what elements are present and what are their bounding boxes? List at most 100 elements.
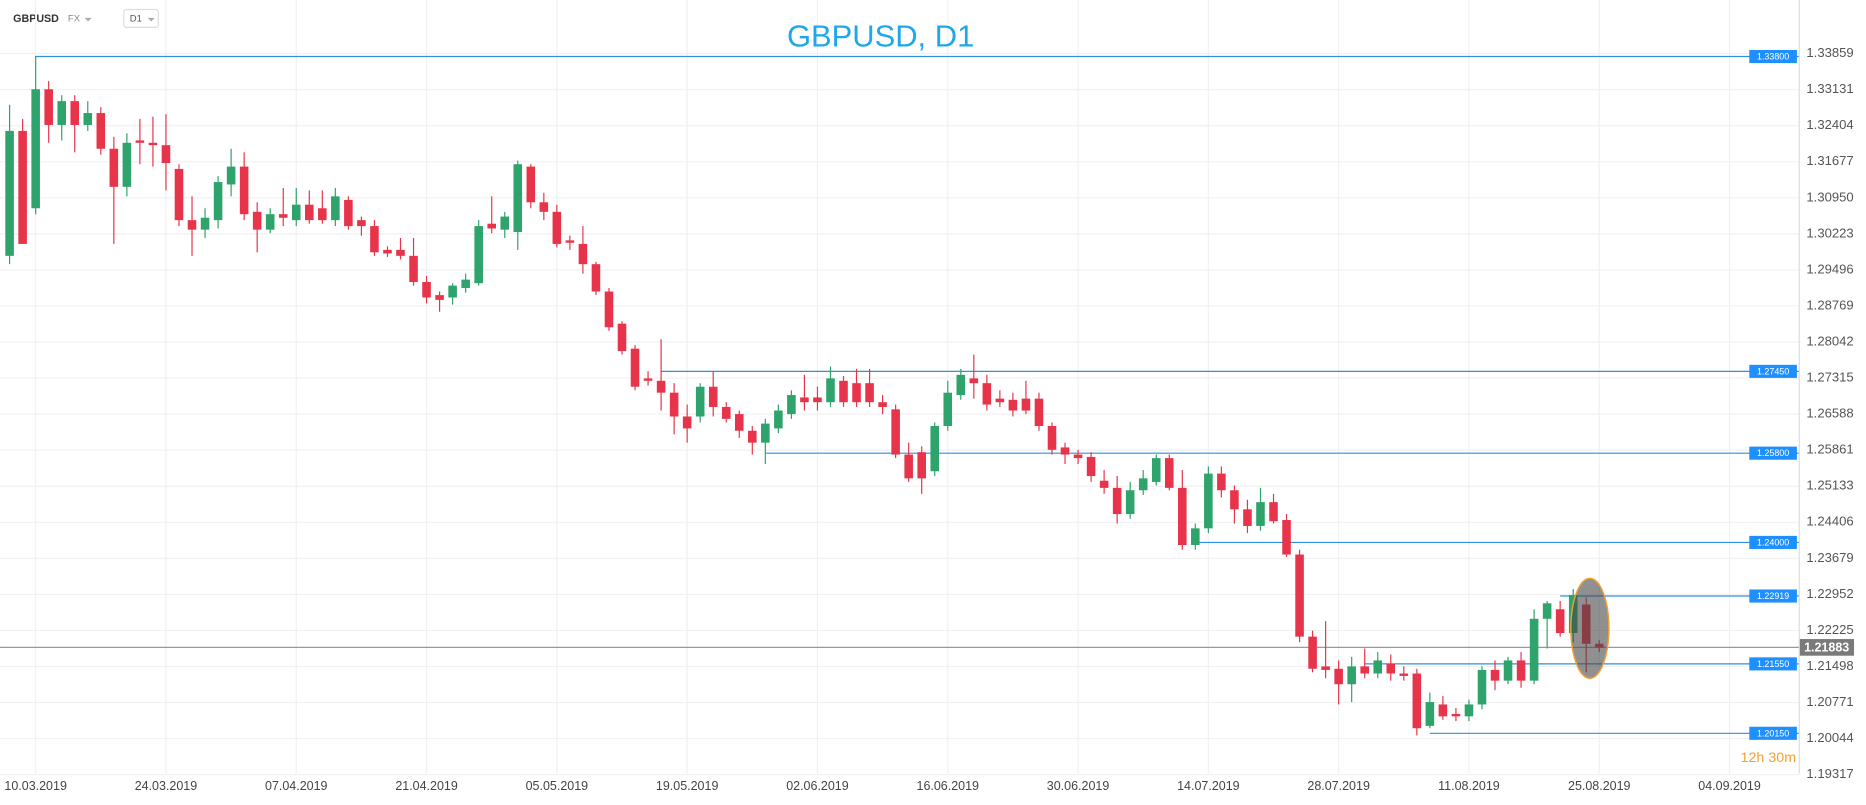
candle-body [1138, 478, 1148, 491]
candle-body [135, 140, 145, 143]
y-tick-label: 1.21498 [1806, 658, 1853, 673]
candle-body [1425, 702, 1435, 726]
y-tick-label: 1.33131 [1806, 81, 1853, 96]
level-label-box [1749, 726, 1797, 740]
candle-body [1282, 520, 1291, 555]
candle-body [1125, 490, 1135, 515]
candle-body [695, 386, 705, 417]
y-tick-label: 1.24406 [1806, 514, 1853, 529]
y-tick-label: 1.20771 [1806, 694, 1853, 709]
x-tick-label: 07.04.2019 [265, 779, 328, 793]
candle-body [31, 89, 40, 209]
level-label: 1.24000 [1757, 537, 1789, 547]
candle-body [1555, 609, 1565, 634]
candle-body [682, 416, 692, 429]
candle-body [1099, 480, 1109, 488]
candle-body [1178, 487, 1187, 545]
candle-body [174, 168, 184, 221]
candle-body [1164, 458, 1174, 488]
dropdown-caret [84, 17, 92, 22]
candle-body [252, 211, 262, 230]
candle-body [1477, 669, 1487, 705]
candle-body [409, 255, 418, 283]
candle-body [187, 220, 197, 230]
x-tick-label: 14.07.2019 [1177, 779, 1240, 793]
current-price-label: 1.21883 [1804, 640, 1849, 654]
candle-body [604, 291, 614, 328]
candle-body [83, 113, 93, 125]
candle-body [513, 164, 523, 233]
candle-body [96, 113, 106, 149]
y-tick-label: 1.33859 [1806, 45, 1853, 60]
candle-body [813, 397, 822, 403]
candle-body [1464, 704, 1474, 717]
candle-body [1204, 473, 1213, 529]
candle-body [1438, 704, 1448, 717]
candle-body [865, 383, 874, 403]
candle-body [44, 89, 53, 125]
level-label: 1.21550 [1757, 659, 1789, 669]
candle-body [1399, 673, 1409, 676]
candle-body [1021, 398, 1031, 411]
candle-body [357, 220, 366, 227]
current-price-box [1799, 639, 1855, 656]
candle-body [904, 454, 913, 479]
level-label: 1.20150 [1757, 728, 1789, 738]
candle-body [1243, 509, 1252, 526]
y-tick-label: 1.29496 [1806, 261, 1853, 276]
y-tick-label: 1.22225 [1806, 622, 1853, 637]
interval[interactable]: D1 [130, 14, 142, 25]
candle-body [1060, 447, 1070, 455]
candle-body [1386, 663, 1396, 674]
candle-body [578, 243, 588, 265]
x-tick-label: 05.05.2019 [526, 779, 589, 793]
candle-body [995, 398, 1005, 403]
level-label-box [1749, 364, 1797, 378]
y-tick-label: 1.25133 [1806, 478, 1853, 493]
x-tick-label: 24.03.2019 [135, 779, 198, 793]
candle-body [969, 378, 979, 384]
candle-body [1412, 673, 1422, 729]
candle-body [1321, 666, 1330, 670]
candle-body [774, 410, 783, 429]
candle-body [800, 397, 809, 403]
candle-body [1360, 666, 1369, 674]
candle-body [213, 182, 223, 221]
candle-body [109, 148, 119, 187]
candle-body [1269, 502, 1278, 522]
candle-body [748, 430, 757, 443]
x-tick-label: 04.09.2019 [1698, 779, 1761, 793]
candle-body [669, 392, 679, 417]
candle-body [487, 223, 496, 229]
candle-body [852, 383, 861, 403]
market[interactable]: FX [68, 14, 81, 25]
candle-body [943, 392, 953, 427]
x-tick-label: 11.08.2019 [1438, 779, 1500, 793]
candle-body [474, 226, 483, 284]
candle-body [1334, 668, 1343, 685]
candle-body [226, 166, 236, 185]
level-label-box [1749, 589, 1797, 603]
candle-body [200, 217, 210, 230]
interval-box[interactable] [123, 8, 159, 28]
candle-body [265, 214, 275, 230]
candle-body [383, 249, 392, 254]
candle-body [643, 378, 653, 381]
candle-body [1151, 458, 1161, 482]
x-tick-label: 16.06.2019 [917, 779, 980, 793]
y-tick-label: 1.28042 [1806, 333, 1853, 348]
toolbar: GBPUSD FX D1 [13, 8, 159, 28]
x-tick-label: 19.05.2019 [656, 779, 719, 793]
y-tick-label: 1.23679 [1806, 550, 1853, 565]
candle-body [291, 204, 301, 221]
candle-body [630, 348, 640, 387]
level-label: 1.22919 [1757, 591, 1789, 601]
y-tick-label: 1.28769 [1806, 297, 1853, 312]
candle-body [1073, 454, 1083, 459]
candle-body [1086, 456, 1096, 476]
candle-body [539, 202, 549, 212]
level-label: 1.25800 [1757, 448, 1789, 458]
candle-body [839, 380, 848, 403]
level-label-box [1749, 446, 1797, 460]
